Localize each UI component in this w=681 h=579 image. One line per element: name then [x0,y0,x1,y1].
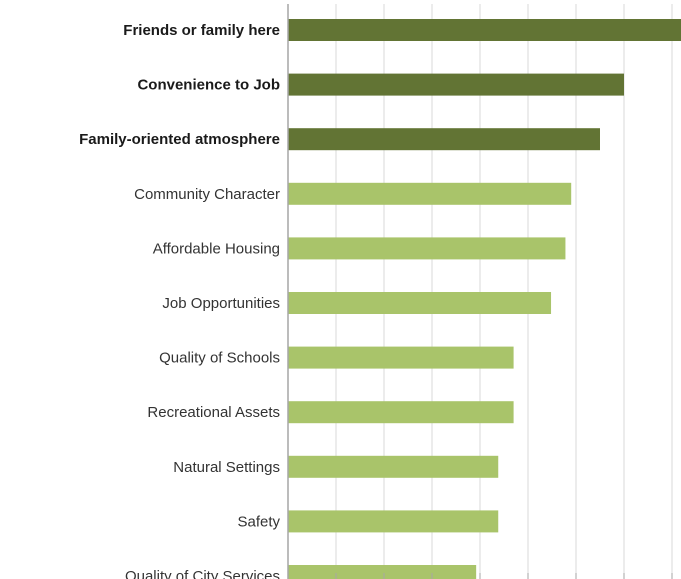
category-label-5: Affordable Housing [153,240,280,257]
bar-8 [288,401,514,424]
category-label-6: Job Opportunities [162,295,280,312]
bar-2 [288,73,624,96]
bar-11 [288,565,477,579]
bar-3 [288,128,600,151]
bar-5 [288,237,566,260]
category-label-7: Quality of Schools [159,350,280,367]
category-label-10: Safety [237,513,280,530]
category-label-11: Quality of City Services [125,568,280,579]
bar-4 [288,182,572,205]
category-label-8: Recreational Assets [147,404,280,421]
bar-7 [288,346,514,369]
category-label-9: Natural Settings [173,459,280,476]
bar-9 [288,455,499,478]
category-label-2: Convenience to Job [137,77,280,94]
category-label-4: Community Character [134,186,280,203]
bar-6 [288,292,552,314]
bar-10 [288,510,499,533]
category-label-1: Friends or family here [123,22,280,39]
category-label-3: Family-oriented atmosphere [79,131,280,148]
bar-1 [288,19,681,41]
